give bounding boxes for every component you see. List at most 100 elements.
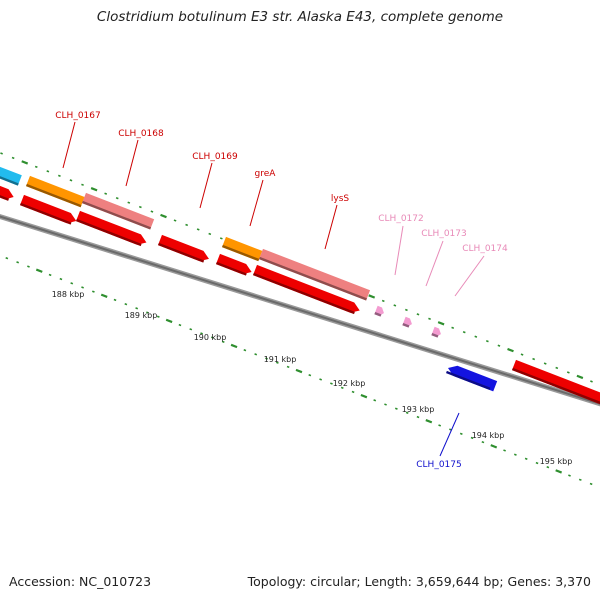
lower-tick-mark: [384, 403, 387, 406]
gene-clh-0175: [446, 365, 498, 392]
upper-tick-mark: [196, 228, 200, 231]
lower-tick-mark: [589, 482, 593, 486]
lower-tick-mark: [165, 318, 173, 324]
lower-tick-mark: [295, 368, 303, 374]
gene-clh-0174-shade: [431, 332, 439, 338]
upper-tick-mark: [497, 344, 501, 347]
gene-grea: [222, 236, 263, 262]
gene-partial-cyan-shade: [0, 174, 19, 186]
lower-tick-mark: [124, 302, 128, 306]
lower-tick-mark: [394, 407, 398, 410]
gene-lyss: [259, 248, 371, 301]
gene-red-3: [158, 234, 209, 263]
lower-tick-mark: [330, 382, 333, 385]
upper-tick-mark: [138, 205, 142, 209]
kbp-label: 192 kbp: [333, 379, 366, 388]
gene-red-2-shade: [76, 218, 142, 247]
upper-tick-mark: [520, 353, 524, 356]
upper-tick-mark: [127, 201, 131, 204]
lower-tick-mark: [35, 268, 43, 273]
lower-tick-mark: [503, 449, 506, 452]
lower-tick-mark: [178, 323, 182, 327]
lower-tick-mark: [416, 415, 420, 419]
upper-tick-mark: [57, 174, 61, 177]
upper-tick-mark: [150, 210, 154, 213]
upper-tick-mark: [543, 362, 547, 365]
lower-tick-mark: [308, 374, 312, 377]
gene-clh-0168-body: [82, 192, 155, 230]
upper-tick-mark: [69, 179, 73, 182]
lower-tick-mark: [91, 290, 95, 293]
lower-tick-mark: [146, 311, 149, 314]
upper-tick-mark: [428, 317, 431, 321]
gene-partial-cyan-body: [0, 166, 22, 186]
lower-tick-mark: [59, 277, 63, 281]
upper-tick-mark: [437, 321, 445, 326]
lower-tick-mark: [470, 436, 474, 440]
leader-line-clh-0174: [454, 255, 485, 297]
lower-tick-mark: [319, 378, 323, 381]
gene-red-4: [216, 253, 252, 276]
upper-tick-mark: [81, 183, 84, 186]
lower-tick-mark: [70, 282, 74, 285]
lower-tick-mark: [254, 353, 258, 356]
leader-line-lyss: [324, 204, 338, 250]
gene-label-clh-0172: CLH_0172: [378, 214, 423, 224]
leader-line-clh-0167: [62, 121, 76, 169]
gene-clh-0168: [82, 192, 155, 230]
lower-tick-mark: [156, 315, 160, 318]
lower-tick-mark: [438, 424, 442, 427]
lower-tick-mark: [459, 432, 463, 435]
upper-tick-mark: [90, 187, 98, 192]
lower-tick-mark: [100, 293, 108, 298]
gene-clh-0167-body: [26, 175, 85, 208]
kbp-label: 195 kbp: [540, 457, 573, 466]
leader-line-clh-0168: [125, 139, 139, 187]
lower-tick-mark: [340, 386, 344, 389]
gene-red-2-body: [76, 210, 147, 245]
gene-clh-0168-shade: [82, 200, 152, 230]
upper-tick-mark: [46, 170, 50, 173]
gene-grea-body: [222, 236, 263, 262]
gene-red-2: [76, 210, 147, 247]
gene-clh-0173: [402, 316, 412, 328]
lower-tick-mark: [524, 457, 528, 461]
lower-tick-mark: [265, 357, 268, 360]
lower-tick-mark: [481, 440, 485, 444]
lower-tick-mark: [189, 328, 193, 331]
gene-clh-0167-shade: [26, 183, 82, 208]
gene-clh-0167: [26, 175, 85, 208]
lower-tick-mark: [5, 257, 9, 260]
lower-tick-mark: [373, 399, 377, 402]
gene-grea-shade: [222, 244, 260, 262]
upper-tick-mark: [555, 366, 559, 370]
kbp-label: 193 kbp: [402, 405, 435, 414]
lower-tick-mark: [81, 286, 84, 289]
lower-tick-mark: [275, 361, 279, 364]
topology-label: Topology: circular; Length: 3,659,644 bp…: [247, 574, 591, 589]
upper-tick-mark: [34, 165, 38, 169]
gene-clh-0174: [431, 326, 441, 338]
map-title: Clostridium botulinum E3 str. Alaska E43…: [96, 9, 504, 25]
lower-tick-mark: [513, 453, 517, 456]
upper-tick-mark: [104, 192, 108, 195]
upper-tick-mark: [368, 294, 376, 299]
lower-tick-mark: [405, 411, 409, 415]
upper-tick-mark: [21, 160, 29, 165]
lower-tick-mark: [200, 332, 203, 335]
gene-clh-0173-shade: [402, 322, 410, 328]
lower-tick-mark: [230, 343, 238, 349]
lower-tick-mark: [490, 444, 498, 449]
upper-tick-mark: [462, 331, 466, 334]
lower-tick-mark: [555, 469, 563, 474]
upper-tick-mark: [532, 357, 536, 361]
gene-lyss-shade: [259, 256, 367, 301]
upper-tick-mark: [485, 339, 489, 343]
kbp-label: 190 kbp: [194, 333, 227, 342]
kbp-label: 194 kbp: [472, 431, 505, 440]
gene-partial-red: [0, 185, 14, 201]
upper-tick-mark: [566, 371, 570, 374]
upper-tick-mark: [185, 223, 189, 227]
genome-backbone-core: [0, 215, 600, 405]
